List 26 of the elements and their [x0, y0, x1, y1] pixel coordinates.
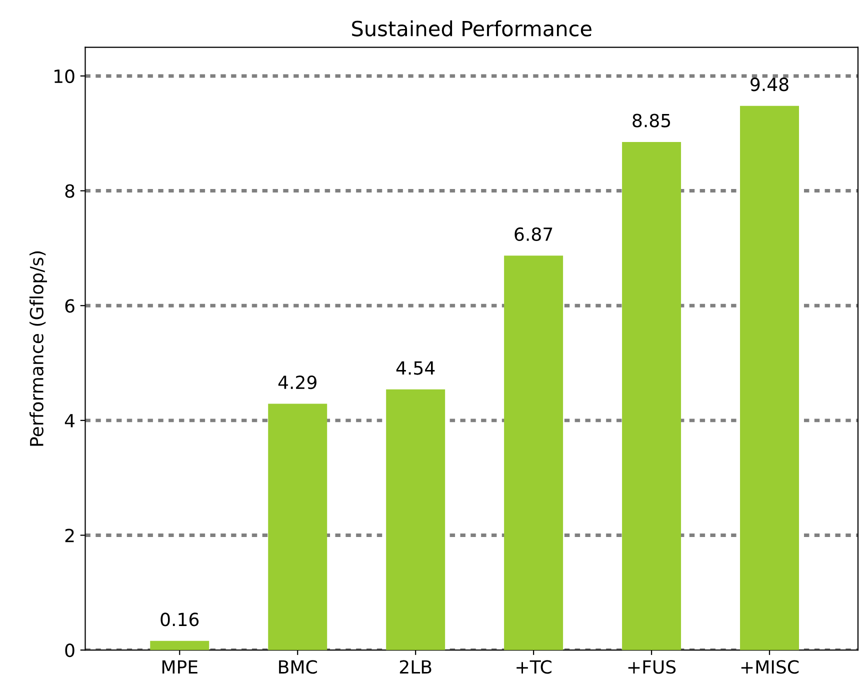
bar — [268, 404, 328, 650]
data-label: 9.48 — [750, 78, 788, 92]
y-tick-label: 2 — [65, 528, 74, 542]
data-label: 8.85 — [632, 114, 670, 128]
chart-title: Sustained Performance — [352, 20, 592, 36]
bar — [622, 142, 682, 650]
y-tick-label: 8 — [65, 184, 74, 198]
bar — [504, 256, 564, 650]
data-label: 4.29 — [278, 376, 316, 390]
x-tick-label: +TC — [516, 660, 552, 674]
x-tick-label: 2LB — [400, 660, 432, 674]
x-tick-label: MPE — [162, 660, 198, 674]
y-tick-label: 10 — [54, 69, 74, 84]
y-tick-label: 0 — [65, 644, 74, 658]
data-label: 0.16 — [160, 612, 199, 626]
y-tick-label: 6 — [65, 299, 74, 313]
x-tick-label: +MISC — [741, 660, 799, 674]
y-tick-label: 4 — [64, 414, 75, 428]
data-label: 4.54 — [396, 361, 435, 375]
data-label: 6.87 — [514, 227, 552, 242]
y-axis-title: Performance (Gflop/s) — [30, 251, 47, 446]
bar — [386, 389, 446, 650]
x-tick-label: +FUS — [628, 660, 676, 674]
bar — [740, 106, 799, 650]
x-tick-label: BMC — [279, 660, 317, 674]
bar — [150, 640, 210, 650]
